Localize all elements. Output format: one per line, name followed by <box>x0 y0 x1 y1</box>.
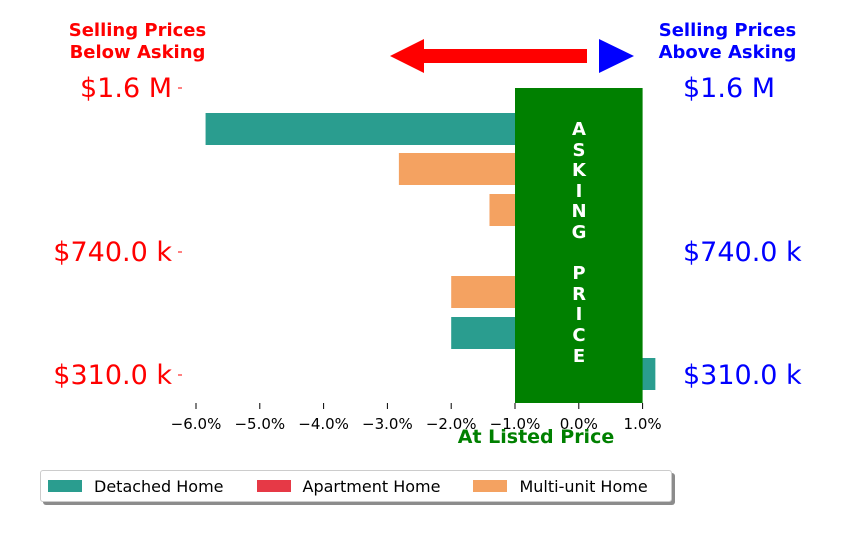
asking-letter: I <box>575 304 583 326</box>
right-price-label-top: $1.6 M <box>683 73 775 104</box>
asking-letter: G <box>571 221 587 243</box>
header-above-asking: Selling Prices Above Asking <box>658 20 797 63</box>
left-price-label-top: $1.6 M <box>80 73 172 104</box>
legend-swatch-detached <box>48 480 82 492</box>
asking-letter <box>515 244 643 265</box>
asking-price-band <box>515 88 643 403</box>
x-axis-label: At Listed Price <box>457 426 615 448</box>
x-tick-label: −4.0% <box>298 415 349 433</box>
legend-swatch-multi-unit <box>473 480 508 492</box>
legend-label-apartment: Apartment Home <box>302 476 441 496</box>
x-tick-label: 0.0% <box>560 415 598 433</box>
asking-price-text: A S K I N G P R I C E <box>515 119 643 367</box>
asking-letter: K <box>572 160 586 182</box>
asking-letter: S <box>572 139 586 161</box>
left-price-label-bottom: $310.0 k <box>53 360 172 391</box>
x-tick-label: 1.0% <box>624 415 662 433</box>
right-arrow-icon <box>599 39 634 73</box>
asking-letter: P <box>572 263 586 285</box>
legend: Detached Home Apartment Home Multi-unit … <box>40 470 672 502</box>
asking-letter: R <box>572 283 586 305</box>
right-price-label-bottom: $310.0 k <box>683 360 802 391</box>
right-price-label-middle: $740.0 k <box>683 237 802 268</box>
asking-letter: I <box>575 180 583 202</box>
legend-item-apartment: Apartment Home <box>256 476 441 496</box>
asking-letter: N <box>571 201 587 223</box>
x-tick-label: −1.0% <box>490 415 541 433</box>
x-tick-label: −3.0% <box>362 415 413 433</box>
asking-letter: C <box>572 324 586 346</box>
header-below-asking: Selling Prices Below Asking <box>68 20 207 63</box>
legend-label-multi-unit: Multi-unit Home <box>519 476 648 496</box>
asking-letter: A <box>572 119 586 140</box>
legend-swatch-apartment <box>256 480 291 492</box>
x-tick-label: −6.0% <box>171 415 222 433</box>
legend-label-detached: Detached Home <box>94 476 224 496</box>
left-arrow-icon <box>390 39 587 73</box>
left-price-label-middle: $740.0 k <box>53 237 172 268</box>
asking-letter: E <box>572 345 586 367</box>
legend-item-detached: Detached Home <box>48 477 224 496</box>
legend-item-multi-unit: Multi-unit Home <box>473 476 648 496</box>
x-tick-label: −2.0% <box>426 415 477 433</box>
x-tick-label: −5.0% <box>234 415 285 433</box>
